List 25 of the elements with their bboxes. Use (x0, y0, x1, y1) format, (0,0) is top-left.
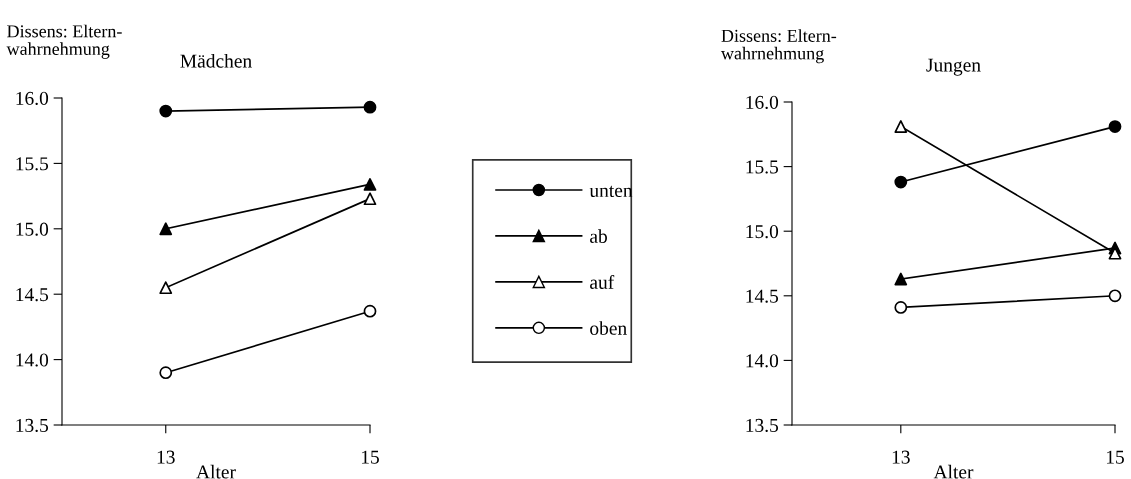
y-axis-title: Dissens: Eltern- wahrnehmung (6, 24, 122, 59)
legend-label: oben (590, 321, 627, 335)
legend-label: auf (590, 275, 615, 289)
y-tick-label: 13.5 (16, 418, 49, 433)
legend-label: ab (590, 229, 607, 243)
y-tick-label: 15.5 (16, 157, 49, 171)
y-axis-title: Dissens: Eltern- wahrnehmung (720, 29, 837, 64)
x-axis-title: Alter (196, 464, 236, 479)
x-tick-label: 15 (1106, 450, 1124, 464)
y-tick-label: 16.0 (746, 95, 779, 110)
chart-title: Mädchen (180, 53, 252, 68)
y-tick-label: 15.0 (16, 222, 49, 236)
y-tick-label: 15.0 (746, 225, 779, 239)
y-tick-label: 16.0 (16, 91, 49, 106)
x-tick-label: 13 (157, 450, 175, 464)
y-tick-label: 14.5 (16, 288, 49, 302)
x-tick-label: 15 (361, 450, 379, 464)
x-axis-title: Alter (933, 464, 974, 479)
x-tick-label: 13 (892, 450, 910, 464)
chart-title: Jungen (926, 58, 981, 76)
y-tick-label: 14.0 (746, 354, 779, 368)
y-tick-label: 14.0 (16, 353, 49, 367)
y-tick-label: 13.5 (746, 418, 779, 433)
y-tick-label: 14.5 (746, 289, 779, 303)
y-tick-label: 15.5 (746, 160, 779, 174)
